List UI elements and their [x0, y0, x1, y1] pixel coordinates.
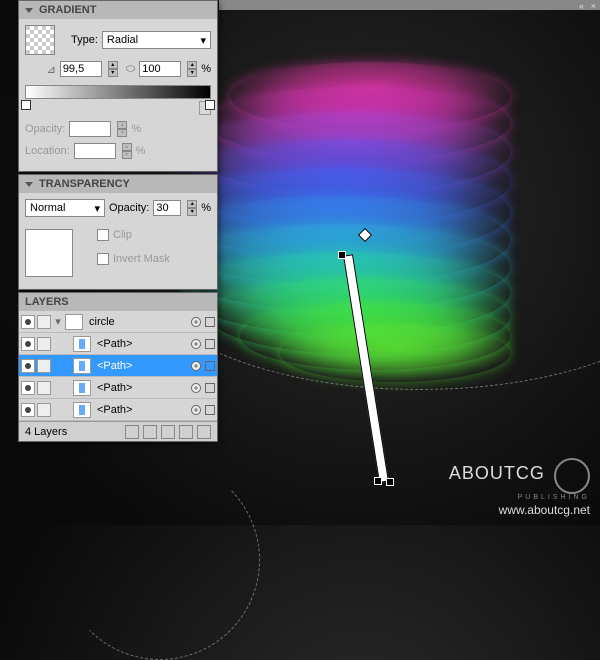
layer-row[interactable]: <Path> — [19, 333, 217, 355]
gradient-handle[interactable] — [374, 477, 382, 485]
transparency-panel-header[interactable]: TRANSPARENCY — [19, 175, 217, 193]
chevron-down-icon — [25, 182, 33, 187]
stop-opacity-input — [69, 121, 111, 137]
layer-name[interactable]: <Path> — [97, 338, 132, 350]
layers-footer: 4 Layers — [19, 421, 217, 441]
lock-toggle[interactable] — [37, 337, 51, 351]
angle-icon: ⊿ — [47, 63, 56, 76]
lock-toggle[interactable] — [37, 381, 51, 395]
visibility-toggle[interactable] — [21, 337, 35, 351]
layer-name[interactable]: <Path> — [97, 382, 132, 394]
lock-toggle[interactable] — [37, 403, 51, 417]
selection-indicator — [205, 405, 215, 415]
layer-thumbnail — [73, 358, 91, 374]
selection-indicator — [205, 317, 215, 327]
location-label: Location: — [25, 145, 70, 157]
angle-spinner[interactable]: ▴▾ — [108, 61, 118, 77]
blend-mode-dropdown[interactable]: Normal ▾ — [25, 199, 105, 217]
brand-sub: PUBLISHING — [449, 494, 590, 501]
visibility-toggle[interactable] — [21, 403, 35, 417]
lock-toggle[interactable] — [37, 359, 51, 373]
layer-name[interactable]: <Path> — [97, 404, 132, 416]
gradient-swatch[interactable] — [25, 25, 55, 55]
target-icon[interactable] — [191, 317, 201, 327]
lock-toggle[interactable] — [37, 315, 51, 329]
new-sublayer-icon[interactable] — [161, 425, 175, 439]
target-icon[interactable] — [191, 339, 201, 349]
gradient-stop[interactable] — [21, 100, 31, 110]
dropdown-value: Radial — [107, 34, 138, 46]
gradient-slider[interactable] — [25, 85, 211, 99]
angle-input[interactable]: 99,5 — [60, 61, 102, 77]
aspect-input[interactable]: 100 — [139, 61, 181, 77]
panel-title: TRANSPARENCY — [39, 178, 130, 190]
gradient-handle[interactable] — [338, 251, 346, 259]
selection-indicator — [205, 339, 215, 349]
spinner: ▴▾ — [117, 121, 127, 137]
layer-thumbnail — [65, 314, 83, 330]
gradient-panel-header[interactable]: GRADIENT — [19, 1, 217, 19]
panel-top-bar: « × — [219, 0, 600, 10]
percent-label: % — [201, 63, 211, 75]
layer-name[interactable]: <Path> — [97, 360, 132, 372]
gradient-stop[interactable] — [205, 100, 215, 110]
collapse-icon[interactable]: « — [579, 1, 584, 11]
layer-group-row[interactable]: ▾ circle — [19, 311, 217, 333]
opacity-input[interactable]: 30 — [153, 200, 181, 216]
layer-row[interactable]: <Path> — [19, 377, 217, 399]
laurel-icon — [554, 458, 590, 494]
selection-path — [60, 460, 260, 660]
new-layer-icon[interactable] — [179, 425, 193, 439]
aspect-icon: ⬭ — [126, 63, 135, 76]
brand-name: ABOUTCG — [449, 463, 545, 483]
visibility-toggle[interactable] — [21, 315, 35, 329]
selection-indicator — [205, 361, 215, 371]
chevron-down-icon — [25, 8, 33, 13]
selection-indicator — [205, 383, 215, 393]
target-icon[interactable] — [191, 405, 201, 415]
dropdown-value: Normal — [30, 202, 65, 214]
invert-mask-checkbox[interactable] — [97, 253, 109, 265]
locate-icon[interactable] — [125, 425, 139, 439]
layer-row[interactable]: <Path> — [19, 355, 217, 377]
opacity-label: Opacity: — [25, 123, 65, 135]
panel-title: GRADIENT — [39, 4, 96, 16]
clip-label: Clip — [113, 229, 132, 241]
spinner: ▴▾ — [122, 143, 132, 159]
panel-title: LAYERS — [25, 296, 69, 308]
brand-url: www.aboutcg.net — [449, 503, 590, 517]
layer-name[interactable]: circle — [89, 316, 115, 328]
layer-count: 4 Layers — [25, 426, 67, 438]
layers-panel-header[interactable]: LAYERS — [19, 293, 217, 311]
object-thumbnail[interactable] — [25, 229, 73, 277]
aspect-spinner[interactable]: ▴▾ — [187, 61, 197, 77]
make-clipping-icon[interactable] — [143, 425, 157, 439]
invert-label: Invert Mask — [113, 253, 170, 265]
opacity-spinner[interactable]: ▴▾ — [187, 200, 197, 216]
layers-panel: LAYERS ▾ circle <Path> <Path> <Path> <Path>… — [18, 292, 218, 442]
stop-location-input — [74, 143, 116, 159]
type-label: Type: — [71, 34, 98, 46]
watermark: ABOUTCG PUBLISHING www.aboutcg.net — [449, 458, 590, 517]
gradient-handle[interactable] — [386, 478, 394, 486]
opacity-label: Opacity: — [109, 202, 149, 214]
chevron-down-icon: ▾ — [200, 34, 206, 47]
gradient-type-dropdown[interactable]: Radial ▾ — [102, 31, 211, 49]
clip-checkbox[interactable] — [97, 229, 109, 241]
layers-list: ▾ circle <Path> <Path> <Path> <Path> — [19, 311, 217, 421]
visibility-toggle[interactable] — [21, 359, 35, 373]
layer-thumbnail — [73, 336, 91, 352]
layer-thumbnail — [73, 380, 91, 396]
close-icon[interactable]: × — [591, 1, 596, 11]
delete-layer-icon[interactable] — [197, 425, 211, 439]
transparency-panel: TRANSPARENCY Normal ▾ Opacity: 30 ▴▾ % C… — [18, 174, 218, 290]
disclosure-icon[interactable]: ▾ — [53, 315, 63, 328]
layer-row[interactable]: <Path> — [19, 399, 217, 421]
chevron-down-icon: ▾ — [94, 202, 100, 215]
layer-thumbnail — [73, 402, 91, 418]
visibility-toggle[interactable] — [21, 381, 35, 395]
gradient-panel: GRADIENT Type: Radial ▾ ⊿ 99,5 ▴▾ ⬭ 100 … — [18, 0, 218, 172]
target-icon[interactable] — [191, 383, 201, 393]
target-icon[interactable] — [191, 361, 201, 371]
